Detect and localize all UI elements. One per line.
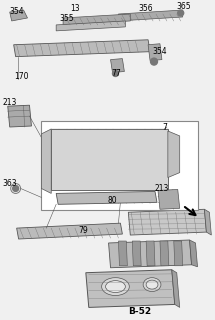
Polygon shape xyxy=(190,240,198,267)
Text: 354: 354 xyxy=(9,6,24,16)
Polygon shape xyxy=(56,21,125,31)
Bar xyxy=(51,129,168,190)
Text: 355: 355 xyxy=(60,14,74,23)
Polygon shape xyxy=(158,189,180,209)
Polygon shape xyxy=(41,129,51,193)
Text: 77: 77 xyxy=(112,69,121,78)
Polygon shape xyxy=(14,40,150,57)
Bar xyxy=(41,121,198,210)
Polygon shape xyxy=(86,270,175,308)
Polygon shape xyxy=(160,241,169,266)
Polygon shape xyxy=(17,223,122,239)
Polygon shape xyxy=(172,270,180,308)
Circle shape xyxy=(13,186,19,191)
Polygon shape xyxy=(111,59,124,73)
Text: 365: 365 xyxy=(176,2,191,11)
Circle shape xyxy=(150,58,157,65)
Polygon shape xyxy=(10,10,28,21)
Circle shape xyxy=(112,70,118,76)
Ellipse shape xyxy=(102,278,129,295)
Polygon shape xyxy=(63,14,130,25)
Text: 7: 7 xyxy=(163,123,167,132)
Polygon shape xyxy=(148,44,162,60)
Polygon shape xyxy=(132,241,141,266)
Text: 170: 170 xyxy=(14,72,29,81)
Ellipse shape xyxy=(143,278,161,292)
Polygon shape xyxy=(8,105,31,127)
Text: 213: 213 xyxy=(3,98,17,107)
Text: 363: 363 xyxy=(2,179,17,188)
Circle shape xyxy=(178,10,184,16)
Ellipse shape xyxy=(146,280,158,289)
Text: 80: 80 xyxy=(108,196,117,205)
Text: 356: 356 xyxy=(139,4,154,12)
Polygon shape xyxy=(128,209,206,235)
Ellipse shape xyxy=(106,281,125,292)
Polygon shape xyxy=(204,209,211,235)
Polygon shape xyxy=(168,131,180,178)
Polygon shape xyxy=(118,10,183,21)
Polygon shape xyxy=(174,241,183,266)
Polygon shape xyxy=(56,191,157,204)
Text: 354: 354 xyxy=(153,47,167,56)
Polygon shape xyxy=(118,241,127,266)
Text: 13: 13 xyxy=(70,4,80,12)
Polygon shape xyxy=(146,241,155,266)
Text: B-52: B-52 xyxy=(129,307,152,316)
Polygon shape xyxy=(109,240,192,268)
Text: 79: 79 xyxy=(78,226,88,235)
Text: 213: 213 xyxy=(155,184,169,193)
